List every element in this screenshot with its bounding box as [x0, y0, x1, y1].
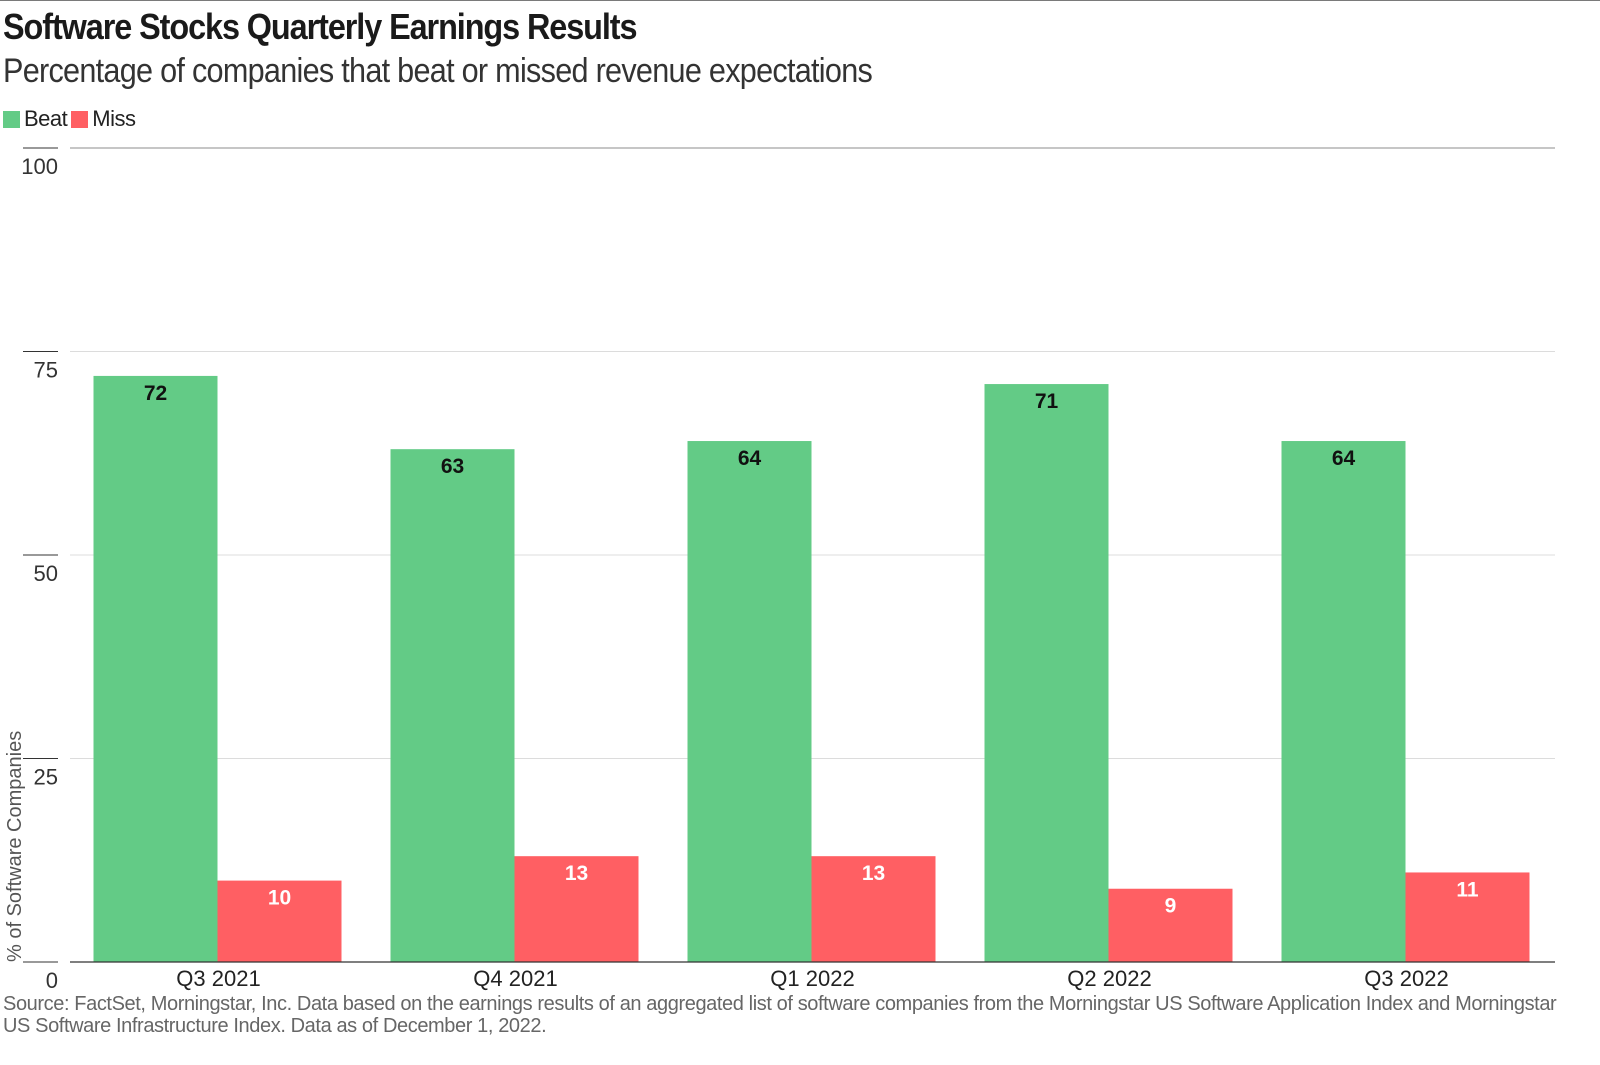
bar-miss-q3-2021: [217, 880, 342, 962]
legend-swatch-miss: [71, 110, 89, 128]
legend-label-beat: Beat: [24, 106, 68, 131]
y-tick-label-75: 75: [34, 358, 58, 383]
data-label-miss-q3-2021: 10: [268, 887, 291, 910]
legend-item-miss: Miss: [71, 106, 136, 132]
bar-miss-q3-2022: [1405, 872, 1530, 962]
data-label-miss-q4-2021: 13: [565, 862, 588, 885]
y-tick-label-0: 0: [46, 968, 58, 993]
chart-title: Software Stocks Quarterly Earnings Resul…: [3, 6, 638, 47]
y-tick-label-100: 100: [21, 154, 58, 179]
bar-beat-q3-2022: [1281, 441, 1406, 962]
x-tick-label-q1-2022: Q1 2022: [770, 966, 854, 991]
bar-miss-q4-2021: [514, 856, 639, 962]
legend-swatch-beat: [3, 110, 20, 128]
bar-beat-q3-2021: [93, 375, 218, 962]
data-label-beat-q1-2022: 64: [738, 447, 762, 470]
data-label-beat-q3-2022: 64: [1332, 447, 1356, 470]
data-label-beat-q2-2022: 71: [1035, 390, 1059, 413]
bar-beat-q4-2021: [390, 449, 515, 962]
bar-miss-q1-2022: [811, 856, 936, 962]
chart-subtitle: Percentage of companies that beat or mis…: [3, 52, 873, 90]
legend: Beat Miss: [3, 106, 139, 132]
data-label-miss-q3-2022: 11: [1456, 878, 1479, 901]
legend-label-miss: Miss: [92, 106, 136, 131]
bar-beat-q2-2022: [984, 384, 1109, 962]
top-rule: [0, 0, 1600, 1]
y-tick-label-25: 25: [34, 765, 58, 790]
y-axis-title: % of Software Companies: [4, 731, 26, 962]
bar-miss-q2-2022: [1108, 888, 1233, 962]
data-label-miss-q2-2022: 9: [1165, 895, 1177, 918]
source-note: Source: FactSet, Morningstar, Inc. Data …: [3, 993, 1557, 1037]
data-label-miss-q1-2022: 13: [862, 862, 885, 885]
x-tick-label-q3-2022: Q3 2022: [1364, 966, 1448, 991]
bar-beat-q1-2022: [687, 441, 812, 962]
x-tick-label-q3-2021: Q3 2021: [176, 966, 260, 991]
legend-item-beat: Beat: [3, 106, 68, 132]
x-tick-label-q4-2021: Q4 2021: [473, 966, 557, 991]
x-tick-label-q2-2022: Q2 2022: [1067, 966, 1151, 991]
data-label-beat-q3-2021: 72: [144, 382, 167, 405]
y-tick-label-50: 50: [34, 561, 58, 586]
data-label-beat-q4-2021: 63: [441, 455, 464, 478]
